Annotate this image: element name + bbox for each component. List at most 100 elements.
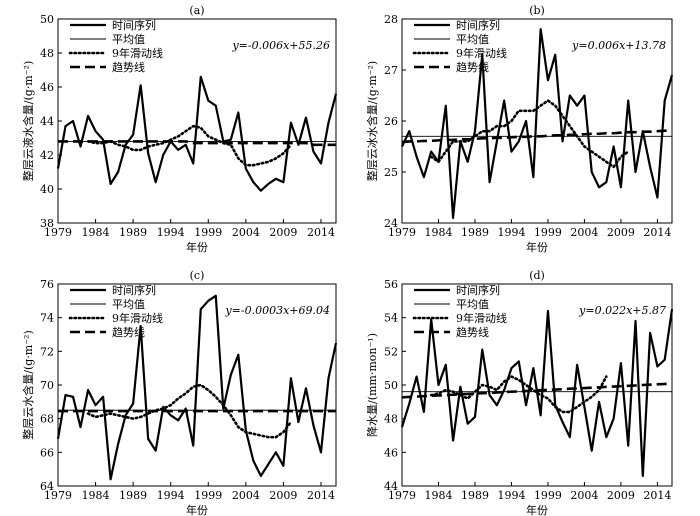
x-tick-label: 1999 bbox=[534, 226, 562, 239]
legend-label-0: 时间序列 bbox=[456, 283, 500, 297]
x-tick-label: 2014 bbox=[307, 489, 335, 502]
x-tick-label: 1999 bbox=[534, 489, 562, 502]
y-tick-label: 64 bbox=[40, 480, 54, 493]
y-axis-label: 整层云液水含量/(g·m⁻²) bbox=[21, 61, 35, 181]
x-tick-label: 2009 bbox=[607, 489, 635, 502]
y-tick-label: 40 bbox=[40, 183, 54, 196]
legend-label-3: 趋势线 bbox=[456, 60, 489, 74]
panel-2: (c) 1979 1984 1989 1994 1999 2004 2009 2014 64 66 6… bbox=[21, 269, 338, 516]
y-tick-label: 38 bbox=[40, 217, 54, 230]
y-tick-label: 56 bbox=[384, 278, 398, 291]
y-tick-label: 68 bbox=[40, 413, 54, 426]
panel-label: (a) bbox=[189, 4, 204, 17]
x-tick-label: 1984 bbox=[82, 226, 110, 239]
regression-equation: y=-0.0003x+69.04 bbox=[224, 304, 330, 317]
panel-label: (b) bbox=[529, 4, 545, 17]
y-tick-label: 76 bbox=[40, 278, 54, 291]
x-axis-label: 年份 bbox=[186, 503, 208, 516]
x-tick-label: 1989 bbox=[119, 226, 147, 239]
legend-label-1: 平均值 bbox=[456, 298, 489, 311]
x-tick-label: 1979 bbox=[44, 226, 72, 239]
legend-label-1: 平均值 bbox=[112, 298, 145, 311]
y-tick-label: 28 bbox=[384, 13, 398, 26]
regression-equation: y=-0.006x+55.26 bbox=[231, 39, 330, 52]
series-line-2 bbox=[86, 124, 293, 167]
y-tick-label: 54 bbox=[384, 312, 398, 325]
x-tick-label: 1999 bbox=[194, 489, 222, 502]
legend-label-1: 平均值 bbox=[456, 33, 489, 46]
legend-label-3: 趋势线 bbox=[456, 325, 489, 339]
x-tick-label: 1984 bbox=[424, 226, 452, 239]
y-tick-label: 72 bbox=[40, 345, 54, 358]
y-tick-label: 52 bbox=[384, 345, 398, 358]
legend-label-2: 9年滑动线 bbox=[112, 46, 163, 60]
panel-3: (d) 1979 1984 1989 1994 1999 2004 2009 2014 44 46 4… bbox=[365, 269, 674, 516]
y-axis-label: 整层云冰水含量/(g·m⁻²) bbox=[365, 61, 379, 181]
legend-label-0: 时间序列 bbox=[112, 283, 156, 297]
legend-label-3: 趋势线 bbox=[112, 325, 145, 339]
x-tick-label: 1994 bbox=[157, 489, 185, 502]
y-tick-label: 70 bbox=[40, 379, 54, 392]
y-tick-label: 66 bbox=[40, 446, 54, 459]
x-tick-label: 2004 bbox=[232, 226, 260, 239]
series-line-3 bbox=[58, 140, 336, 147]
x-tick-label: 1984 bbox=[424, 489, 452, 502]
legend-label-2: 9年滑动线 bbox=[456, 46, 507, 60]
x-tick-label: 1999 bbox=[194, 226, 222, 239]
legend-label-1: 平均值 bbox=[112, 33, 145, 46]
x-tick-label: 1989 bbox=[119, 489, 147, 502]
regression-equation: y=0.022x+5.87 bbox=[578, 304, 666, 317]
series-line-2 bbox=[429, 375, 608, 414]
regression-equation: y=0.006x+13.78 bbox=[571, 39, 666, 52]
x-axis-label: 年份 bbox=[526, 503, 548, 516]
y-tick-label: 26 bbox=[384, 115, 398, 128]
y-axis-label: 整层云水含量/(g·m⁻²) bbox=[21, 330, 35, 439]
x-axis-label: 年份 bbox=[526, 240, 548, 254]
x-tick-label: 1994 bbox=[497, 489, 525, 502]
y-tick-label: 25 bbox=[384, 166, 398, 179]
x-tick-label: 1979 bbox=[44, 489, 72, 502]
legend-label-2: 9年滑动线 bbox=[456, 311, 507, 325]
y-tick-label: 24 bbox=[384, 217, 398, 230]
x-tick-label: 2014 bbox=[307, 226, 335, 239]
x-tick-label: 1989 bbox=[461, 226, 489, 239]
y-tick-label: 42 bbox=[40, 149, 54, 162]
y-tick-label: 27 bbox=[384, 64, 398, 77]
legend-label-2: 9年滑动线 bbox=[112, 311, 163, 325]
x-tick-label: 2004 bbox=[570, 226, 598, 239]
y-tick-label: 74 bbox=[40, 312, 54, 325]
legend-label-3: 趋势线 bbox=[112, 60, 145, 74]
series-line-0 bbox=[56, 294, 338, 481]
series-line-2 bbox=[86, 383, 293, 439]
y-tick-label: 48 bbox=[384, 413, 398, 426]
x-tick-label: 2009 bbox=[607, 226, 635, 239]
x-tick-label: 2004 bbox=[570, 489, 598, 502]
x-tick-label: 1989 bbox=[461, 489, 489, 502]
legend-label-0: 时间序列 bbox=[456, 18, 500, 32]
panel-0: (a) 1979 1984 1989 1994 1999 2004 2009 2014 38 40 4… bbox=[21, 4, 338, 254]
y-tick-label: 46 bbox=[40, 81, 54, 94]
y-tick-label: 50 bbox=[384, 379, 398, 392]
x-tick-label: 1994 bbox=[497, 226, 525, 239]
panel-1: (b) 1979 1984 1989 1994 1999 2004 2009 2014 24 25 2… bbox=[365, 4, 674, 254]
x-tick-label: 2014 bbox=[643, 226, 671, 239]
series-line-0 bbox=[56, 75, 338, 192]
x-tick-label: 1979 bbox=[388, 489, 416, 502]
y-axis-label: 降水量/(mm·mon⁻¹) bbox=[365, 333, 379, 437]
x-tick-label: 2009 bbox=[269, 226, 297, 239]
y-tick-label: 44 bbox=[40, 115, 54, 128]
panel-label: (d) bbox=[529, 269, 545, 282]
y-tick-label: 46 bbox=[384, 446, 398, 459]
x-tick-label: 1994 bbox=[157, 226, 185, 239]
series-line-2 bbox=[429, 99, 630, 169]
x-tick-label: 2014 bbox=[643, 489, 671, 502]
x-tick-label: 2009 bbox=[269, 489, 297, 502]
series-line-0 bbox=[400, 309, 674, 477]
series-line-0 bbox=[401, 28, 674, 219]
panel-label: (c) bbox=[190, 269, 205, 282]
y-tick-label: 44 bbox=[384, 480, 398, 493]
x-tick-label: 2004 bbox=[232, 489, 260, 502]
y-tick-label: 50 bbox=[40, 13, 54, 26]
x-tick-label: 1979 bbox=[388, 226, 416, 239]
